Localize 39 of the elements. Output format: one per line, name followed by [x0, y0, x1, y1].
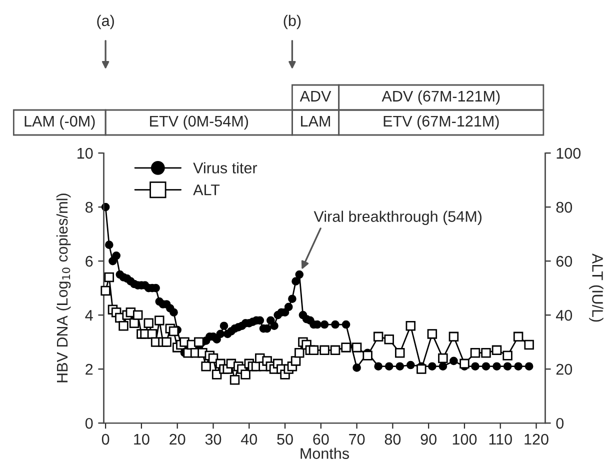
x-tick-label: 0	[102, 434, 110, 445]
y-tick-label: 4	[85, 310, 93, 321]
x-tick-label: 70	[349, 434, 365, 445]
x-tick-label: 20	[170, 434, 186, 445]
text: (a)	[97, 14, 114, 30]
x-tick-label: 40	[240, 434, 258, 445]
y2-tick-label: 40	[556, 310, 572, 321]
text: ADV	[300, 90, 332, 102]
text: (b)	[284, 14, 301, 30]
y2-tick-label: 0	[556, 418, 564, 429]
text: ETV (0M-54M)	[150, 115, 248, 130]
x-tick-label: 90	[420, 434, 436, 445]
x-tick-label: 10	[134, 434, 150, 445]
y-tick-label: 10	[78, 148, 93, 159]
x-tick-label: 120	[524, 434, 548, 445]
y-tick-label: 8	[86, 202, 93, 213]
legend-label: Virus titer	[193, 162, 258, 174]
x-tick-label: 30	[205, 434, 222, 445]
y-tick-label: 2	[86, 364, 93, 375]
text: ETV (67M-121M)	[384, 115, 499, 130]
y2-tick-label: 80	[556, 202, 572, 213]
x-tick-label: 60	[313, 434, 329, 445]
x-tick-label: 50	[277, 434, 293, 445]
x-tick-label: 110	[489, 434, 512, 445]
y-tick-label: 0	[85, 418, 93, 429]
legend-label: ALT	[193, 184, 220, 196]
y2-tick-label: 60	[556, 256, 572, 267]
annotation: Viral breakthrough (54M)	[314, 210, 482, 225]
y2-tick-label: 20	[556, 364, 572, 375]
y2-axis-title: ALT (IU/L)	[589, 254, 604, 322]
x-tick-label: 80	[384, 434, 401, 445]
x-tick-label: 100	[452, 434, 477, 445]
y-axis-title: HBV DNA (Log$_{10}$ copies/ml)	[56, 194, 71, 382]
text: LAM	[301, 116, 330, 126]
y-tick-label: 6	[86, 256, 93, 267]
text: LAM (-0M)	[24, 115, 95, 130]
y2-tick-label: 100	[556, 148, 581, 159]
x-axis-title: Months	[300, 448, 349, 459]
text: ADV (67M-121M)	[382, 90, 500, 105]
